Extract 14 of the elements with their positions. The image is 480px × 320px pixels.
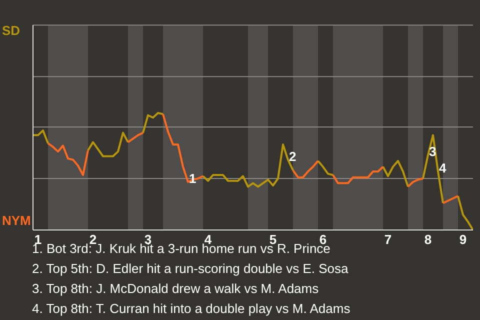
annotation: 4 (439, 160, 447, 176)
text: 3. Top 8th: J. McDonald drew a walk vs M. Adams (32, 280, 320, 298)
text: SD (2, 23, 20, 39)
x-tick-label: 8 (424, 232, 432, 248)
text: 2. Top 5th: D. Edler hit a run-scoring double vs E. Sosa (32, 260, 350, 278)
x-tick-label: 2 (89, 232, 97, 248)
text: NYM (2, 213, 31, 229)
annotation: 2 (289, 148, 296, 164)
x-tick-label: 6 (319, 232, 327, 248)
x-tick-label: 4 (204, 232, 212, 248)
x-tick-label: 7 (384, 232, 392, 248)
x-tick-label: 9 (459, 232, 467, 248)
x-tick-label: 5 (269, 232, 277, 248)
text: 4. Top 8th: T. Curran hit into a double play vs M. Adams (32, 300, 350, 318)
